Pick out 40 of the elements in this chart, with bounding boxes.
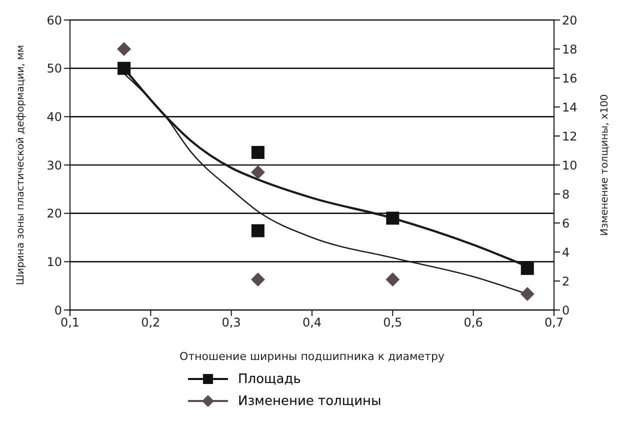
x-tick-label: 0,2 bbox=[141, 316, 160, 330]
y2-tick-label: 20 bbox=[562, 13, 578, 28]
point bbox=[250, 272, 265, 287]
y-tick-label: 30 bbox=[46, 158, 62, 172]
point bbox=[386, 272, 400, 287]
point bbox=[520, 262, 534, 275]
y-tick-label: 40 bbox=[46, 110, 62, 124]
y2-tick-label: 8 bbox=[562, 187, 570, 202]
legend-label: Изменение толщины bbox=[238, 394, 382, 408]
y2-tick-label: 0 bbox=[562, 303, 570, 318]
y2-tick-label: 16 bbox=[562, 71, 578, 86]
x-tick-label: 0,6 bbox=[464, 316, 483, 330]
x-axis-title: Отношение ширины подшипника к диаметру bbox=[180, 350, 445, 363]
y2-tick-label: 14 bbox=[562, 100, 578, 114]
point bbox=[251, 146, 264, 159]
y-axis-title: Ширина зоны пластической деформации, мм bbox=[16, 44, 27, 286]
y-tick-label: 50 bbox=[46, 62, 62, 76]
y-tick-label: 60 bbox=[46, 13, 62, 28]
x-tick-label: 0,1 bbox=[60, 316, 80, 330]
point bbox=[386, 212, 400, 225]
point bbox=[118, 62, 131, 75]
x-tick-label: 0,5 bbox=[383, 316, 402, 330]
x-tick-label: 0,3 bbox=[222, 316, 241, 330]
point bbox=[520, 287, 534, 302]
point bbox=[250, 165, 265, 180]
x-tick-label: 0,4 bbox=[302, 316, 322, 330]
y2-tick-label: 10 bbox=[562, 158, 578, 172]
y2-tick-label: 18 bbox=[562, 42, 578, 56]
point bbox=[251, 224, 264, 238]
y2-tick-label: 12 bbox=[562, 129, 578, 144]
y2-axis-title: Изменение толщины, x100 bbox=[600, 94, 611, 236]
x-tick-label: 0,7 bbox=[544, 316, 564, 330]
point bbox=[117, 42, 132, 56]
y-tick-label: 10 bbox=[46, 254, 62, 269]
y2-tick-label: 2 bbox=[562, 274, 570, 288]
y-tick-label: 20 bbox=[46, 206, 62, 221]
y-tick-label: 0 bbox=[54, 303, 62, 318]
legend-label: Площадь bbox=[238, 372, 301, 386]
y2-tick-label: 4 bbox=[562, 245, 570, 260]
y2-tick-label: 6 bbox=[562, 216, 570, 230]
